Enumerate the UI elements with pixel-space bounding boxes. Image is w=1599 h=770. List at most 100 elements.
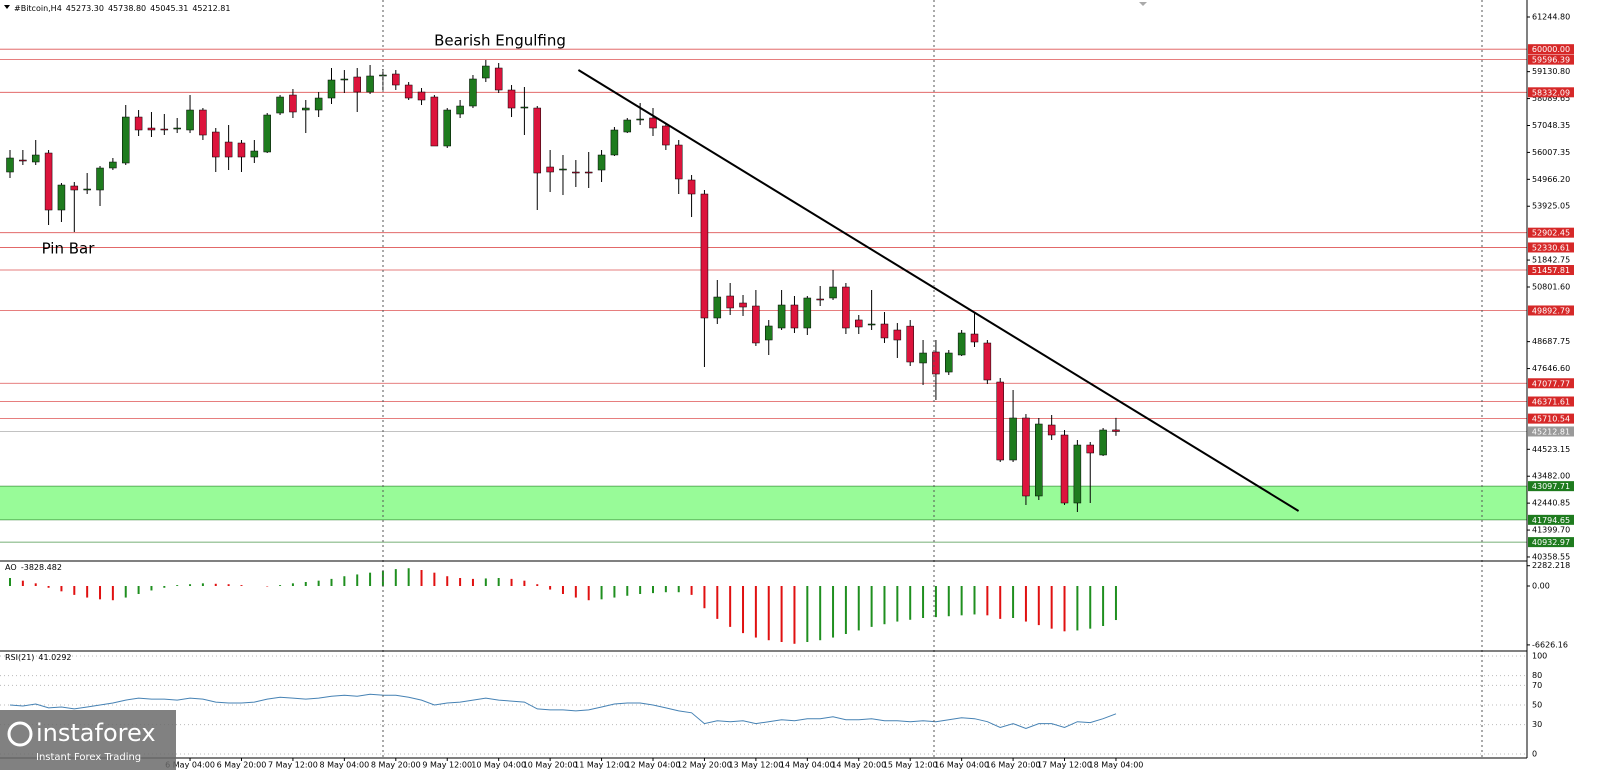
y-tick-label: 43482.00 — [1532, 472, 1570, 481]
x-tick-label: 15 May 12:00 — [883, 761, 938, 770]
y-tick-label: 47646.60 — [1532, 364, 1570, 373]
logo-tagline: Instant Forex Trading — [36, 752, 141, 763]
layers: 61244.80 59130.80 58089.65 57048.35 56007.35… — [0, 13, 1574, 770]
x-tick-label: 12 May 20:00 — [677, 761, 732, 770]
level-label-box — [1528, 378, 1574, 389]
candle-body — [533, 107, 542, 174]
candle-body — [404, 84, 413, 99]
y-tick-label: 2282.218 — [1532, 561, 1570, 570]
x-tick-label: 7 May 12:00 — [268, 761, 318, 770]
candle-body — [494, 67, 503, 91]
x-tick-label: 16 May 04:00 — [934, 761, 989, 770]
candle-body — [302, 107, 310, 111]
chart-header: #Bitcoin,H4 45273.30 45738.80 45045.31 45212… — [14, 4, 230, 13]
level-label-box — [1528, 54, 1574, 65]
candle-body — [855, 319, 863, 328]
candle-body — [1047, 424, 1056, 436]
y-tick-label: 56007.35 — [1532, 148, 1570, 157]
candle-body — [160, 128, 169, 131]
candle-body — [584, 171, 593, 174]
x-tick-label: 9 May 12:00 — [422, 761, 472, 770]
candle-body — [649, 117, 657, 129]
candle-body — [983, 342, 992, 381]
candle-body — [867, 323, 876, 326]
candle-body — [417, 91, 426, 101]
level-label: 59596.39 — [1532, 56, 1570, 65]
level-label-box — [1528, 87, 1574, 98]
candle-body — [893, 329, 902, 341]
candle-body — [250, 150, 259, 158]
candle-body — [572, 171, 580, 174]
x-tick-label: 10 May 04:00 — [471, 761, 526, 770]
y-tick-label: 41399.70 — [1532, 526, 1570, 535]
candle-body — [1112, 429, 1120, 432]
ao-value: -3828.482 — [21, 563, 62, 572]
level-label: 41794.65 — [1532, 516, 1570, 525]
candle-body — [970, 333, 979, 343]
y-tick-label: 51842.75 — [1532, 256, 1570, 265]
candle-body — [945, 352, 953, 373]
x-tick-label: 18 May 04:00 — [1089, 761, 1144, 770]
candle-body — [546, 166, 554, 173]
level-label-box — [1528, 413, 1574, 424]
candle-body — [739, 302, 747, 308]
annotation: Bearish Engulfing — [434, 32, 566, 50]
level-label: 60000.00 — [1532, 45, 1570, 54]
candle-body — [623, 119, 632, 133]
candle-body — [700, 193, 709, 319]
y-tick-label: 54966.20 — [1532, 175, 1570, 184]
candle-body — [1060, 434, 1069, 504]
candle-body — [520, 106, 529, 109]
candle-body — [327, 79, 336, 99]
x-tick-label: 11 May 12:00 — [574, 761, 629, 770]
candle-body — [83, 188, 91, 191]
candle-body — [430, 96, 439, 147]
level-label-box — [1528, 514, 1574, 525]
level-label-box — [1528, 426, 1574, 437]
logo-name: instaforex — [36, 719, 156, 747]
x-tick-label: 17 May 12:00 — [1037, 761, 1092, 770]
candle-body — [610, 129, 619, 156]
candle-body — [19, 159, 27, 162]
level-label-box — [1528, 481, 1574, 492]
level-label-box — [1528, 537, 1574, 548]
level-label: 51457.81 — [1532, 266, 1570, 275]
y-tick-label: 44523.15 — [1532, 445, 1570, 454]
ao-label: AO -3828.482 — [5, 563, 62, 572]
logo: instaforex Instant Forex Trading — [0, 710, 176, 770]
candle-body — [1099, 429, 1107, 456]
support-zone — [0, 486, 1527, 520]
y-tick-label: 0.00 — [1532, 582, 1550, 591]
candle-body — [752, 305, 760, 344]
y-tick-label: 53925.05 — [1532, 202, 1570, 211]
candle-body — [803, 297, 812, 329]
x-tick-label: 14 May 20:00 — [831, 761, 886, 770]
candle-body — [906, 325, 914, 363]
level-label-box — [1528, 305, 1574, 316]
y-tick-label: 50 — [1532, 701, 1542, 710]
menu-icon — [4, 5, 10, 9]
y-tick-label: 61244.80 — [1532, 13, 1570, 22]
candle-body — [289, 94, 297, 113]
candle-body — [777, 304, 786, 329]
ohlc-high: 45738.80 — [108, 4, 146, 13]
candle-body — [713, 296, 722, 319]
candle-body — [31, 154, 40, 163]
level-label: 46371.61 — [1532, 398, 1570, 407]
y-tick-label: 42440.85 — [1532, 499, 1570, 508]
candle-body — [314, 97, 323, 111]
candle-body — [366, 75, 374, 93]
candle-body — [96, 167, 104, 191]
candle-body — [353, 76, 361, 93]
candle-body — [186, 109, 194, 131]
candle-body — [816, 298, 824, 301]
rsi-label: RSI(21) 41.0292 — [5, 653, 72, 662]
ohlc-low: 45045.31 — [150, 4, 188, 13]
candle-body — [70, 185, 79, 191]
ohlc-open: 45273.30 — [66, 4, 104, 13]
candle-body — [199, 109, 207, 136]
y-tick-label: 48687.75 — [1532, 337, 1570, 346]
candle-body — [1073, 444, 1082, 504]
candle-body — [109, 161, 117, 169]
